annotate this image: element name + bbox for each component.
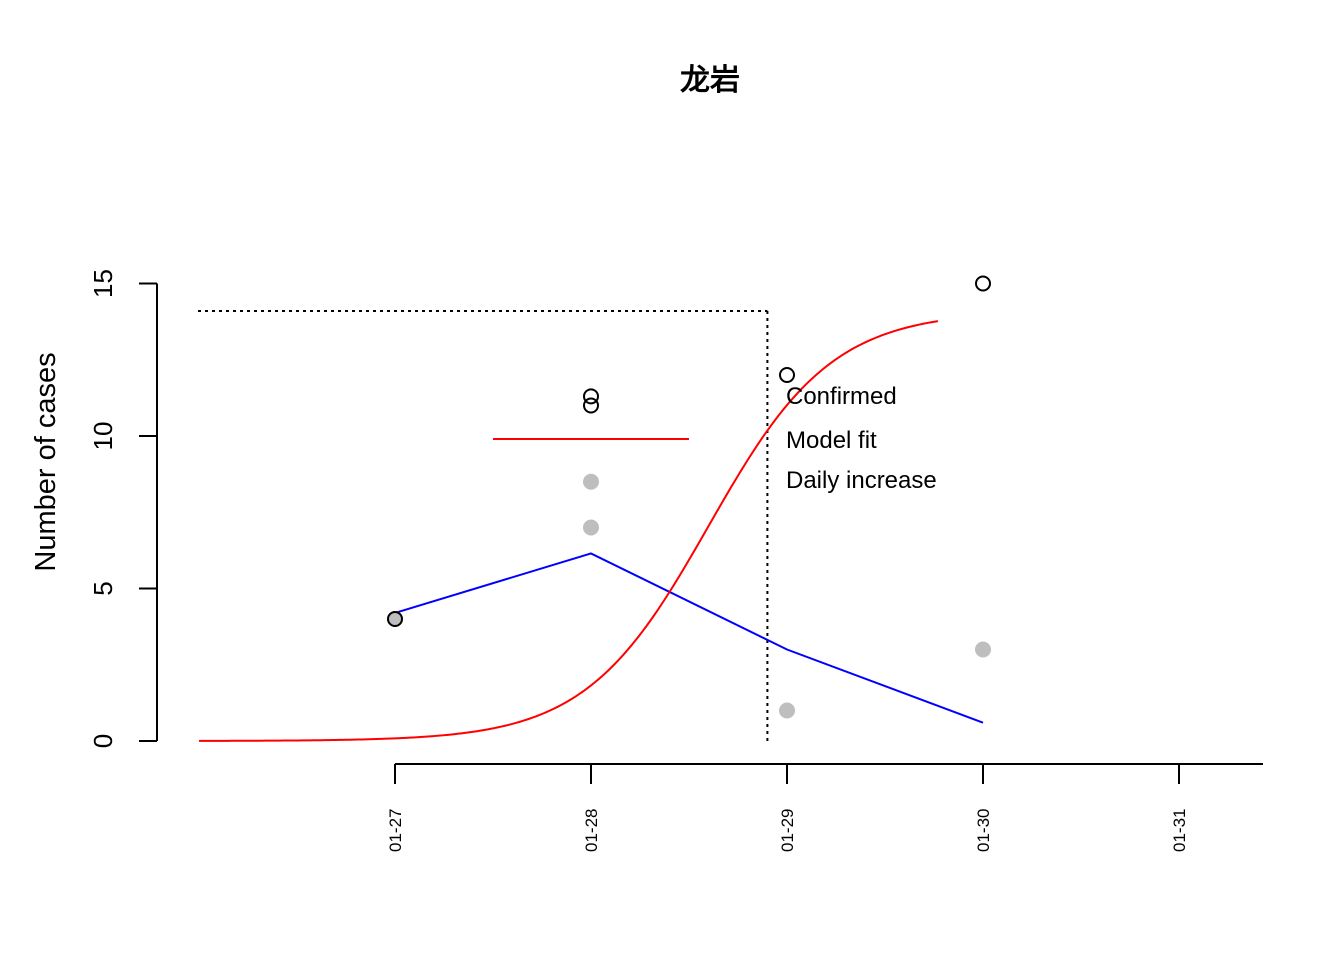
daily-increase-point xyxy=(779,702,795,719)
x-tick-label: 01-27 xyxy=(386,809,405,852)
legend-entry: Daily increase xyxy=(786,467,937,494)
y-tick-label: 0 xyxy=(88,734,118,748)
y-tick-label: 15 xyxy=(88,269,118,298)
confirmed-point xyxy=(583,388,599,405)
daily-increase-point xyxy=(387,611,403,627)
confirmed-point xyxy=(387,611,403,627)
y-axis: 0 5 10 15 xyxy=(88,269,158,748)
legend-entry: Model fit xyxy=(786,427,877,454)
x-tick-label: 01-30 xyxy=(974,809,993,852)
y-axis-label: Number of cases xyxy=(30,352,62,571)
daily-increase-point xyxy=(975,641,991,658)
daily-increase-point xyxy=(583,519,599,536)
confirmed-point xyxy=(975,275,991,292)
chart-title: 龙岩 xyxy=(680,63,740,98)
daily-increase-line xyxy=(394,552,984,724)
y-tick-label: 5 xyxy=(88,581,118,595)
x-tick-label: 01-31 xyxy=(1170,809,1189,852)
model-fit-curve xyxy=(198,320,939,742)
confirmed-point xyxy=(583,397,599,414)
reference-lines xyxy=(198,309,769,741)
x-tick-label: 01-29 xyxy=(778,809,797,852)
y-tick-label: 10 xyxy=(88,422,118,451)
confirmed-point xyxy=(779,367,795,383)
legend-entry: Confirmed xyxy=(786,383,897,410)
series-layer xyxy=(198,275,991,742)
legend: Confirmed Model fit Daily increase xyxy=(786,383,937,494)
daily-increase-point xyxy=(583,473,599,490)
x-tick-label: 01-28 xyxy=(582,809,601,852)
x-axis: 01-27 01-28 01-29 01-30 01-31 xyxy=(386,763,1263,852)
